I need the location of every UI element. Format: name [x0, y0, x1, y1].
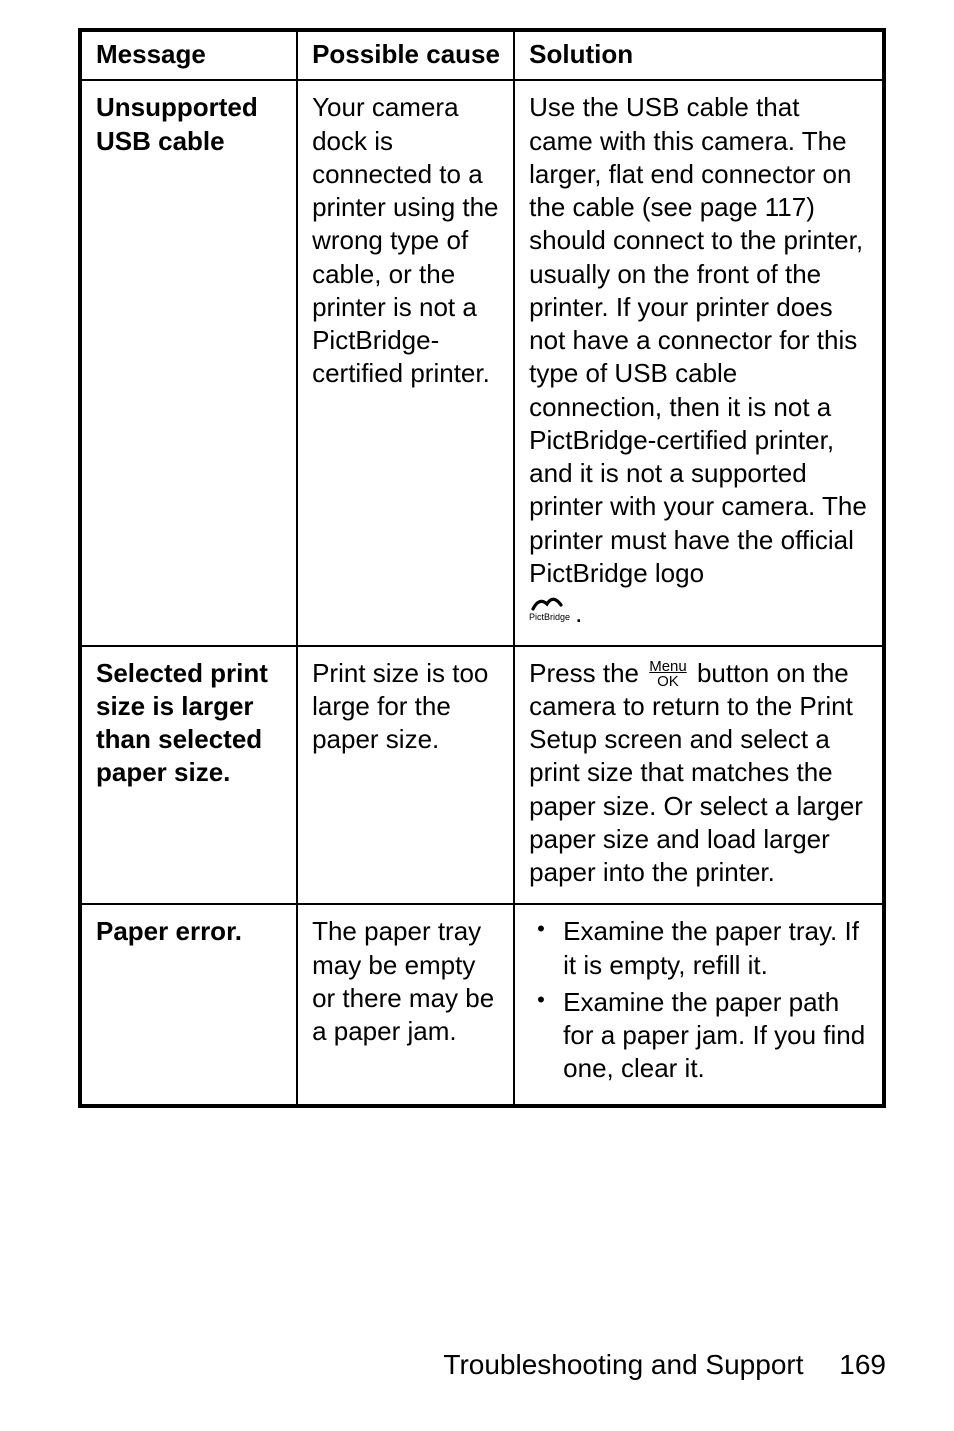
- solution-text: Use the USB cable that came with this ca…: [529, 92, 867, 588]
- cell-cause: Your camera dock is connected to a print…: [297, 80, 514, 645]
- ok-label: OK: [649, 674, 687, 689]
- message-title: Paper error.: [96, 916, 242, 946]
- table-row: Paper error. The paper tray may be empty…: [80, 904, 884, 1105]
- list-item: Examine the paper path for a paper jam. …: [529, 986, 870, 1086]
- cause-text: Print size is too large for the paper si…: [312, 658, 488, 755]
- cell-cause: The paper tray may be empty or there may…: [297, 904, 514, 1105]
- cell-message: Paper error.: [80, 904, 297, 1105]
- cell-solution: Press the MenuOK button on the camera to…: [514, 646, 884, 905]
- page: Message Possible cause Solution Unsuppor…: [0, 0, 954, 1431]
- list-item: Examine the paper tray. If it is empty, …: [529, 915, 870, 982]
- page-footer: Troubleshooting and Support 169: [78, 1309, 886, 1381]
- pictbridge-icon: PictBridge .: [529, 592, 870, 630]
- cell-solution: Examine the paper tray. If it is empty, …: [514, 904, 884, 1105]
- solution-text-mid: button on the camera to return to the Pr…: [529, 658, 863, 888]
- solution-text-end: .: [575, 598, 582, 628]
- header-cause: Possible cause: [297, 30, 514, 80]
- table-row: Selected print size is larger than selec…: [80, 646, 884, 905]
- message-title: Unsupported USB cable: [96, 92, 258, 155]
- message-title: Selected print size is larger than selec…: [96, 658, 268, 788]
- menu-ok-icon: MenuOK: [649, 659, 687, 689]
- pictbridge-label: PictBridge: [529, 612, 570, 622]
- header-solution: Solution: [514, 30, 884, 80]
- menu-label: Menu: [649, 659, 687, 674]
- cell-cause: Print size is too large for the paper si…: [297, 646, 514, 905]
- solution-bullet-list: Examine the paper tray. If it is empty, …: [529, 915, 870, 1085]
- page-number: 169: [839, 1349, 886, 1380]
- cell-message: Unsupported USB cable: [80, 80, 297, 645]
- table-header-row: Message Possible cause Solution: [80, 30, 884, 80]
- table-row: Unsupported USB cable Your camera dock i…: [80, 80, 884, 645]
- cause-text: Your camera dock is connected to a print…: [312, 92, 498, 388]
- footer-section-title: Troubleshooting and Support: [443, 1349, 803, 1380]
- cause-text: The paper tray may be empty or there may…: [312, 916, 494, 1046]
- cell-solution: Use the USB cable that came with this ca…: [514, 80, 884, 645]
- cell-message: Selected print size is larger than selec…: [80, 646, 297, 905]
- header-message: Message: [80, 30, 297, 80]
- troubleshooting-table: Message Possible cause Solution Unsuppor…: [78, 28, 886, 1108]
- solution-text-pre: Press the: [529, 658, 646, 688]
